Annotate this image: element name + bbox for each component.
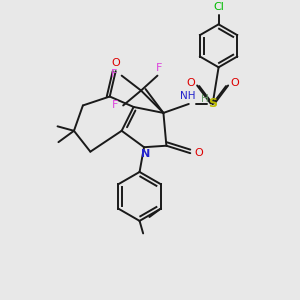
Text: F: F <box>111 69 117 79</box>
Text: F: F <box>156 63 162 73</box>
Text: H: H <box>201 94 209 103</box>
Text: O: O <box>230 78 239 88</box>
Text: S: S <box>208 98 217 110</box>
Text: NH: NH <box>180 91 196 100</box>
Text: N: N <box>141 149 150 159</box>
Text: Cl: Cl <box>213 2 224 12</box>
Text: O: O <box>187 78 195 88</box>
Text: F: F <box>112 100 118 110</box>
Text: O: O <box>111 58 120 68</box>
Text: O: O <box>194 148 203 158</box>
